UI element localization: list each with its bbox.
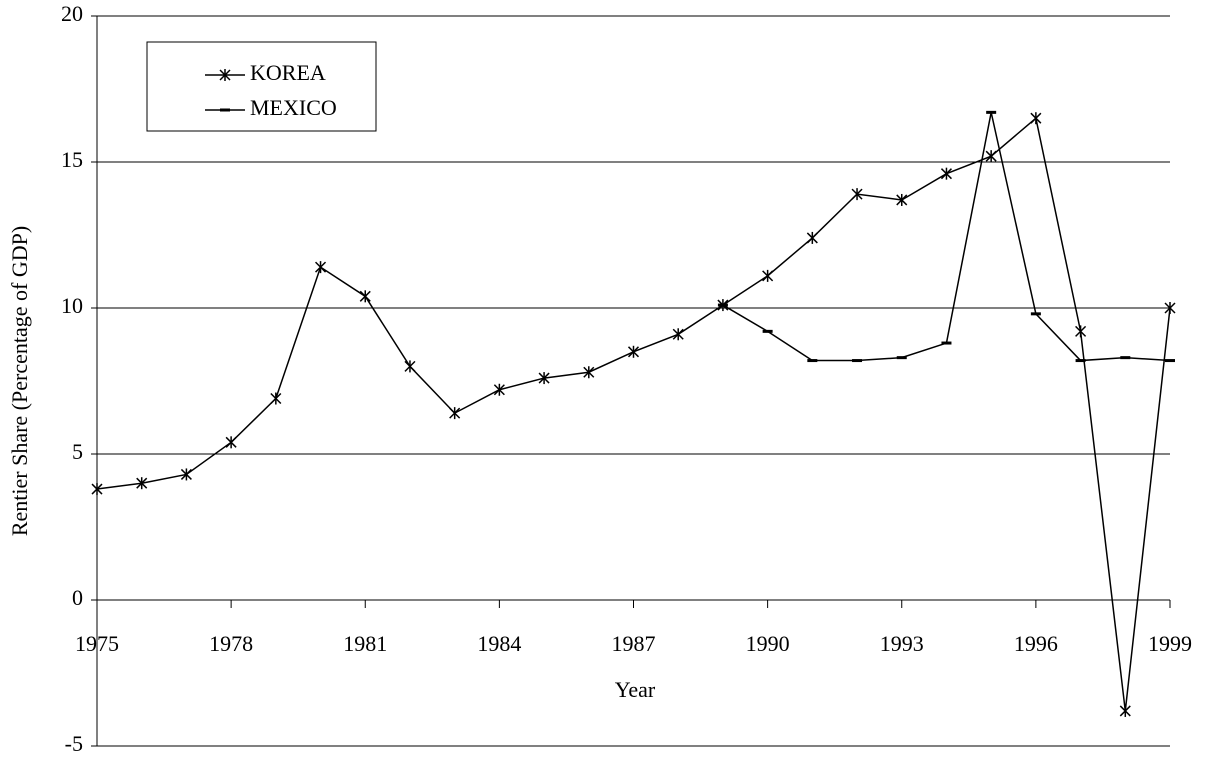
marker: [985, 150, 997, 163]
x-tick-label: 1981: [343, 631, 387, 656]
legend-box: [146, 41, 377, 132]
marker: [225, 436, 237, 449]
x-tick-label: 1975: [75, 631, 119, 656]
x-tick-label: 1978: [209, 631, 253, 656]
series-line: [722, 112, 1171, 362]
marker: [270, 392, 282, 405]
marker: [940, 167, 952, 180]
marker: [1075, 325, 1087, 338]
x-axis-label: Year: [615, 677, 656, 702]
marker: [91, 483, 103, 496]
x-tick-label: 1987: [612, 631, 656, 656]
marker: [896, 193, 908, 206]
series-line: [96, 116, 1171, 712]
legend-label: KOREA: [250, 60, 326, 85]
x-tick-label: 1993: [880, 631, 924, 656]
legend-label: MEXICO: [250, 95, 337, 120]
marker: [806, 231, 818, 244]
marker: [583, 366, 595, 379]
marker: [404, 360, 416, 373]
marker: [538, 372, 550, 385]
y-tick-label: -5: [65, 731, 83, 756]
marker: [851, 188, 863, 201]
marker: [627, 345, 640, 358]
marker: [449, 407, 461, 420]
marker: [1164, 302, 1176, 314]
x-tick-label: 1996: [1014, 631, 1058, 656]
y-axis-label: Rentier Share (Percentage of GDP): [7, 226, 32, 536]
marker: [315, 261, 327, 274]
y-tick-label: 15: [61, 147, 83, 172]
y-tick-label: 5: [72, 439, 83, 464]
x-tick-label: 1984: [477, 631, 521, 656]
marker: [1030, 112, 1042, 125]
y-tick-label: 0: [72, 585, 83, 610]
marker: [493, 383, 505, 396]
y-tick-label: 10: [61, 293, 83, 318]
x-tick-label: 1999: [1148, 631, 1192, 656]
marker: [672, 328, 684, 341]
marker: [219, 69, 231, 81]
marker: [136, 477, 148, 490]
y-tick-label: 20: [61, 1, 83, 26]
marker: [359, 290, 371, 303]
marker: [1119, 704, 1131, 717]
x-tick-label: 1990: [746, 631, 790, 656]
marker: [762, 269, 774, 282]
marker: [180, 468, 192, 481]
legend: KOREA MEXICO: [146, 41, 377, 132]
